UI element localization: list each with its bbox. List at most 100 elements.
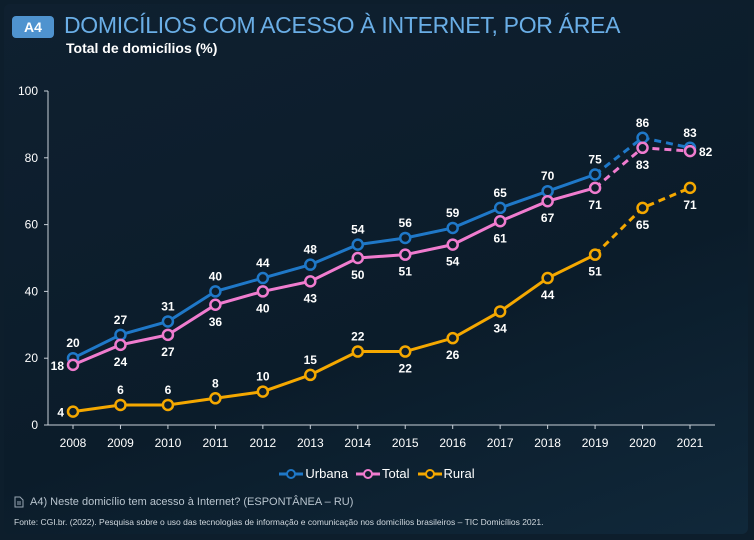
x-tick-label: 2011 [202,436,228,450]
rural-point [209,392,222,405]
urbana-data-label: 48 [304,243,318,257]
urbana-point [161,315,175,328]
document-icon [14,496,24,508]
total-data-label: 40 [256,301,270,315]
urbana-data-label: 20 [66,336,80,350]
urbana-point [493,201,507,215]
rural-point [304,368,317,382]
urbana-data-label: 83 [683,126,697,140]
question-note: A4) Neste domicílio tem acesso à Interne… [14,496,353,508]
rural-data-label: 8 [212,376,219,390]
rural-data-label: 34 [493,321,507,335]
x-tick-label: 2014 [344,436,371,450]
urbana-point [114,328,127,342]
legend-marker-icon [279,468,304,479]
urbana-data-label: 40 [209,269,223,283]
total-data-label: 67 [541,211,555,225]
urbana-point [588,168,602,181]
total-point [636,141,649,155]
total-point [66,358,80,372]
rural-data-label: 51 [588,265,602,279]
urbana-data-label: 54 [351,223,365,237]
urbana-line-solid [72,173,596,360]
x-tick-label: 2013 [297,436,324,450]
source-text: Fonte: CGI.br. (2022). Pesquisa sobre o … [14,517,544,527]
rural-data-label: 26 [446,348,460,362]
legend-label: Total [382,466,410,481]
x-tick-label: 2008 [60,436,87,450]
total-point [161,328,175,342]
rural-point [256,385,270,398]
y-tick-label: 0 [31,418,38,432]
total-point [541,194,554,208]
y-tick-label: 40 [25,284,39,298]
rural-data-label: 71 [683,198,697,212]
total-point [209,298,222,312]
total-data-label: 54 [446,255,460,269]
y-tick-label: 80 [25,151,39,165]
rural-point [66,405,80,418]
total-data-label: 24 [114,355,128,369]
x-tick-label: 2016 [439,436,466,450]
legend-item-rural: Rural [417,466,475,481]
rural-data-label: 10 [256,370,270,384]
urbana-point [209,285,222,298]
total-point [256,285,270,298]
total-point [304,275,317,288]
rural-data-label: 65 [636,218,650,232]
rural-point [161,398,175,412]
total-data-label: 36 [209,315,223,329]
legend-label: Urbana [305,466,349,481]
rural-point [636,201,649,215]
total-data-label: 82 [699,145,713,159]
rural-point [588,248,602,261]
rural-data-label: 4 [57,406,64,420]
total-point [683,144,697,158]
chart-panel [4,4,748,534]
total-data-label: 51 [399,265,413,279]
rural-point [493,305,507,318]
rural-point [114,398,127,412]
urbana-point [351,238,365,251]
total-data-label: 27 [161,345,175,359]
total-data-label: 43 [304,291,318,305]
rural-data-label: 22 [351,330,365,344]
urbana-data-label: 27 [114,313,128,327]
total-point [588,181,602,195]
rural-data-label: 15 [304,353,318,367]
legend: Urbana Total Rural [0,466,754,483]
y-tick-label: 100 [18,84,38,98]
urbana-data-label: 59 [446,206,460,220]
x-tick-label: 2020 [629,436,656,450]
rural-line-solid [72,253,596,414]
legend-marker-icon [417,468,442,479]
legend-label: Rural [443,466,475,481]
y-tick-label: 60 [25,218,39,232]
rural-point [683,181,697,195]
urbana-data-label: 70 [541,169,555,183]
urbana-data-label: 65 [493,186,507,200]
urbana-data-label: 75 [588,153,602,167]
total-point [114,338,127,352]
total-point [493,215,507,228]
chart-title: DOMICÍLIOS COM ACESSO À INTERNET, POR ÁR… [64,12,621,38]
x-tick-label: 2015 [392,436,419,450]
urbana-data-label: 31 [161,299,175,313]
total-data-label: 50 [351,268,365,282]
urbana-point [636,131,649,145]
rural-data-label: 6 [165,383,172,397]
rural-data-label: 22 [399,362,413,376]
total-data-label: 18 [51,359,65,373]
rural-data-label: 6 [117,383,124,397]
urbana-data-label: 56 [399,216,413,230]
total-data-label: 83 [636,158,650,172]
rural-point [351,345,365,358]
total-point [446,238,459,251]
legend-item-urbana: Urbana [279,466,348,481]
urbana-point [304,258,317,271]
rural-point [541,271,554,285]
urbana-point [541,184,554,198]
urbana-data-label: 86 [636,116,650,130]
total-line-solid [72,186,596,367]
